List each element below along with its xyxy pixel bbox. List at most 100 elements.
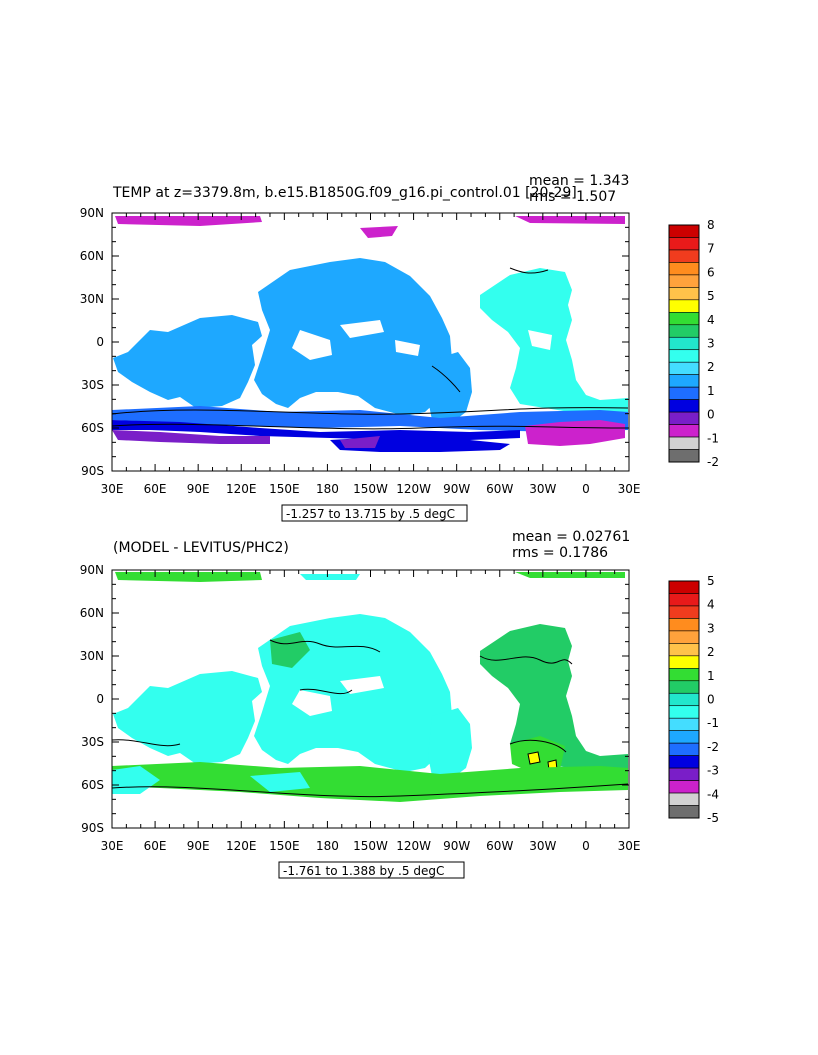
colorbar-label: 5 (707, 574, 715, 588)
colorbar-label: 1 (707, 384, 715, 398)
colorbar: 5 4 3 2 1 0 -1 -2 -3 -4 -5 (668, 574, 719, 825)
colorbar: 8 7 6 5 4 3 2 1 0 -1 -2 (668, 218, 719, 469)
indian-ocean (113, 671, 262, 764)
colorbar-swatch (668, 792, 700, 806)
lon-tick-label: 120W (396, 839, 431, 853)
colorbar-swatch (668, 312, 700, 326)
colorbar-swatch (668, 643, 700, 657)
colorbar-swatch (668, 705, 700, 719)
lon-tick-label: 150E (269, 482, 300, 496)
lat-tick-label: 0 (96, 692, 104, 706)
lon-tick-label: 120E (226, 839, 257, 853)
colorbar-label: 4 (707, 313, 715, 327)
panel-title: (MODEL - LEVITUS/PHC2) (113, 540, 289, 556)
colorbar-label: 6 (707, 265, 715, 279)
southeast-pacific (428, 352, 472, 424)
colorbar-swatch (668, 618, 700, 632)
colorbar-label: -2 (707, 455, 719, 469)
arctic-region (515, 216, 625, 224)
lat-tick-label: 0 (96, 335, 104, 349)
lon-tick-label: 180 (316, 839, 339, 853)
colorbar-swatch (668, 717, 700, 731)
colorbar-swatch (668, 374, 700, 388)
lon-tick-label: 90W (443, 839, 470, 853)
lon-tick-label: 60E (144, 482, 167, 496)
lon-tick-label: 60E (144, 839, 167, 853)
lat-tick-label: 30N (80, 649, 104, 663)
colorbar-label: 0 (707, 693, 715, 707)
lat-tick-label: 30S (81, 378, 104, 392)
map-area (111, 569, 630, 829)
latitude-tick-labels: 90N 60N 30N 0 30S 60S 90S (80, 206, 104, 478)
colorbar-swatch (668, 593, 700, 607)
lat-tick-label: 30N (80, 292, 104, 306)
colorbar-swatch (668, 361, 700, 375)
lon-tick-label: 150W (353, 839, 388, 853)
colorbar-swatch (668, 262, 700, 276)
lat-tick-label: 90S (81, 464, 104, 478)
lon-tick-label: 0 (582, 839, 590, 853)
colorbar-label: -5 (707, 811, 719, 825)
atlantic-ocean (480, 268, 628, 414)
colorbar-swatch (668, 580, 700, 594)
colorbar-swatch (668, 287, 700, 301)
lat-tick-label: 60S (81, 778, 104, 792)
colorbar-label: 1 (707, 669, 715, 683)
colorbar-label: 0 (707, 408, 715, 422)
lon-tick-label: 120E (226, 482, 257, 496)
lat-tick-label: 60N (80, 606, 104, 620)
colorbar-swatch (668, 755, 700, 769)
colorbar-swatch (668, 668, 700, 682)
colorbar-swatch (668, 324, 700, 338)
longitude-tick-labels: 30E 60E 90E 120E 150E 180 150W 120W 90W 60W 30W 0 30… (101, 839, 641, 853)
antarctic-deep (112, 430, 270, 444)
rms-label: rms = 0.1786 (512, 545, 608, 561)
colorbar-label: 2 (707, 645, 715, 659)
colorbar-label: -4 (707, 787, 719, 801)
colorbar-label: 4 (707, 598, 715, 612)
lon-tick-label: 90E (187, 839, 210, 853)
lat-tick-label: 60S (81, 421, 104, 435)
colorbar-swatch (668, 274, 700, 288)
colorbar-swatch (668, 630, 700, 644)
arctic-region (360, 226, 398, 238)
lon-tick-label: 30W (529, 839, 556, 853)
range-box: -1.257 to 13.715 by .5 degC (281, 504, 468, 522)
colorbar-swatch (668, 605, 700, 619)
colorbar-label: -1 (707, 431, 719, 445)
colorbar-swatch (668, 411, 700, 425)
colorbar-swatch (668, 730, 700, 744)
colorbar-swatch (668, 655, 700, 669)
lon-tick-label: 90W (443, 482, 470, 496)
colorbar-swatch (668, 336, 700, 351)
atlantic-ocean (480, 624, 628, 770)
lon-tick-label: 30W (529, 482, 556, 496)
colorbar-swatch (668, 299, 700, 313)
panel-difference: (MODEL - LEVITUS/PHC2) mean = 0.02761 rm… (80, 529, 719, 879)
colorbar-swatch (668, 449, 700, 463)
longitude-tick-labels: 30E 60E 90E 120E 150E 180 150W 120W 90W 60W 30W 0 30… (101, 482, 641, 496)
colorbar-label: 2 (707, 360, 715, 374)
colorbar-label: -2 (707, 740, 719, 754)
arctic-region (115, 572, 262, 582)
colorbar-swatch (668, 349, 700, 363)
southeast-pacific (428, 708, 472, 780)
colorbar-swatch (668, 767, 700, 781)
panel-temperature: TEMP at z=3379.8m, b.e15.B1850G.f09_g16.… (80, 173, 719, 522)
lat-tick-label: 30S (81, 735, 104, 749)
colorbar-swatch (668, 399, 700, 413)
colorbar-swatch (668, 742, 700, 756)
lon-tick-label: 150E (269, 839, 300, 853)
rms-label: rms = 1.507 (529, 189, 616, 205)
range-text: -1.257 to 13.715 by .5 degC (286, 507, 455, 521)
map-area (111, 212, 630, 472)
lon-tick-label: 60W (486, 839, 513, 853)
range-box: -1.761 to 1.388 by .5 degC (278, 861, 465, 879)
colorbar-swatch (668, 386, 700, 400)
latitude-tick-labels: 90N 60N 30N 0 30S 60S 90S (80, 563, 104, 835)
colorbar-label: 5 (707, 289, 715, 303)
axis-ticks (111, 569, 630, 829)
colorbar-swatch (668, 780, 700, 794)
lat-tick-label: 90N (80, 206, 104, 220)
